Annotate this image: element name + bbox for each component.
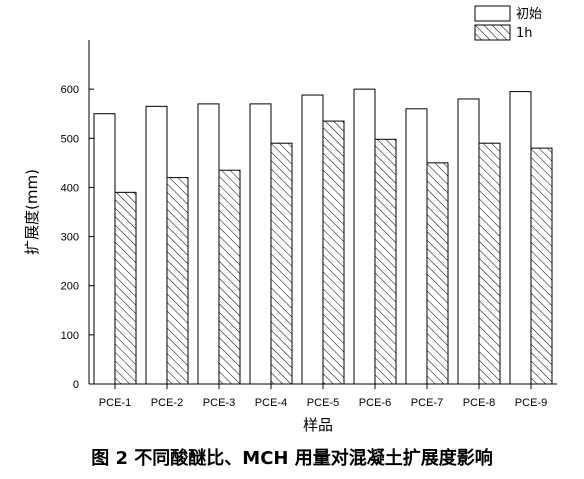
bar-initial [353, 88, 376, 385]
legend-label: 1h [516, 26, 533, 41]
x-axis-title: 样品 [303, 416, 333, 434]
bar-1h [270, 142, 293, 385]
bar-initial [405, 108, 428, 385]
y-tick-label: 500 [61, 133, 79, 145]
y-axis-title: 扩展度(mm) [23, 169, 41, 255]
bar-initial [509, 91, 532, 385]
bar-initial [249, 103, 272, 385]
bar-initial [145, 105, 168, 385]
bar-chart: 0 100 200 300 400 500 600 PCE-1 PCE-2 PCE-3 PCE-4 P… [23, 5, 557, 434]
bar-initial [93, 113, 116, 385]
legend-swatch [474, 24, 511, 41]
bar-1h [114, 191, 137, 385]
y-tick-label: 400 [61, 182, 79, 194]
x-tick-label: PCE-9 [515, 397, 547, 409]
x-tick-label: PCE-8 [463, 397, 495, 409]
x-tick-label: PCE-4 [255, 397, 287, 409]
x-tick-label: PCE-5 [307, 397, 339, 409]
bar-initial [197, 103, 220, 385]
x-tick-label: PCE-6 [359, 397, 391, 409]
bar-1h [426, 162, 449, 385]
legend-label: 初始 [516, 7, 542, 22]
y-tick-label: 100 [61, 330, 79, 342]
x-tick-label: PCE-3 [203, 397, 235, 409]
bar-1h [374, 138, 397, 385]
figure-caption: 图 2 不同酸醚比、MCH 用量对混凝土扩展度影响 [91, 448, 493, 469]
bar-initial [457, 98, 480, 385]
bar-initial [301, 94, 324, 385]
x-tick-label: PCE-2 [151, 397, 183, 409]
bar-1h [478, 142, 501, 385]
y-tick-label: 600 [61, 84, 79, 96]
y-tick-label: 300 [61, 232, 79, 244]
y-tick-label: 0 [73, 379, 79, 391]
bar-1h [218, 169, 241, 385]
x-tick-label: PCE-7 [411, 397, 443, 409]
bar-1h [166, 177, 189, 385]
bar-1h [530, 147, 553, 385]
y-tick-label: 200 [61, 281, 79, 293]
legend-swatch [474, 5, 511, 22]
bar-1h [322, 120, 345, 385]
x-tick-label: PCE-1 [99, 397, 131, 409]
